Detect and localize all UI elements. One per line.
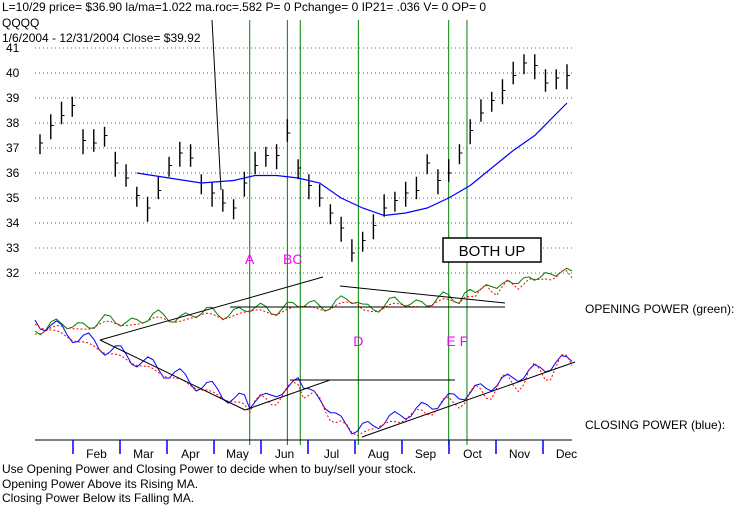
note-line-2: Opening Power Above its Rising MA. [2, 477, 199, 491]
spike-line [211, 19, 222, 191]
signal-marker-label: D [353, 333, 363, 349]
y-tick-label: 35 [6, 191, 20, 205]
month-label: Feb [86, 447, 107, 461]
month-label: Nov [509, 447, 530, 461]
month-label: Oct [463, 447, 482, 461]
trendline [99, 276, 324, 341]
both-up-box [442, 237, 542, 263]
note-line-3: Closing Power Below its Falling MA. [2, 491, 195, 505]
header-line: L=10/29 price= $36.90 la/ma=1.022 ma.roc… [2, 0, 487, 14]
month-label: Aug [368, 447, 389, 461]
date-range-close: 1/6/2004 - 12/31/2004 Close= $39.92 [2, 31, 201, 45]
month-label: Jun [275, 447, 294, 461]
closing-power-ma-line [34, 323, 573, 437]
y-tick-label: 41 [6, 41, 20, 55]
closing-power-label: CLOSING POWER (blue): [585, 418, 726, 432]
y-tick-label: 38 [6, 116, 20, 130]
month-label: Apr [181, 447, 200, 461]
trendline [244, 379, 331, 411]
trendline [339, 285, 506, 304]
trendline [361, 361, 576, 438]
opening-power-label: OPENING POWER (green): [585, 302, 735, 316]
opening-power-ma-line [34, 270, 573, 335]
month-label: Mar [133, 447, 154, 461]
month-label: Jul [324, 447, 339, 461]
closing-power-line [34, 319, 573, 435]
month-label: May [226, 447, 249, 461]
signal-marker-label: A [245, 251, 255, 267]
moving-average-line [136, 102, 568, 217]
signal-marker-label: E F [446, 333, 468, 349]
y-tick-label: 39 [6, 91, 20, 105]
note-line-1: Use Opening Power and Closing Power to d… [2, 462, 417, 476]
month-label: Sep [415, 447, 437, 461]
y-tick-label: 37 [6, 141, 20, 155]
y-tick-label: 33 [6, 241, 20, 255]
trendline [99, 339, 246, 411]
y-tick-label: 34 [6, 216, 20, 230]
y-tick-label: 40 [6, 66, 20, 80]
both-up-label: BOTH UP [459, 243, 526, 260]
month-label: Dec [556, 447, 577, 461]
y-tick-label: 32 [6, 266, 20, 280]
y-tick-label: 36 [6, 166, 20, 180]
symbol-label: QQQQ [2, 16, 40, 30]
signal-marker-label: BC [283, 251, 302, 267]
